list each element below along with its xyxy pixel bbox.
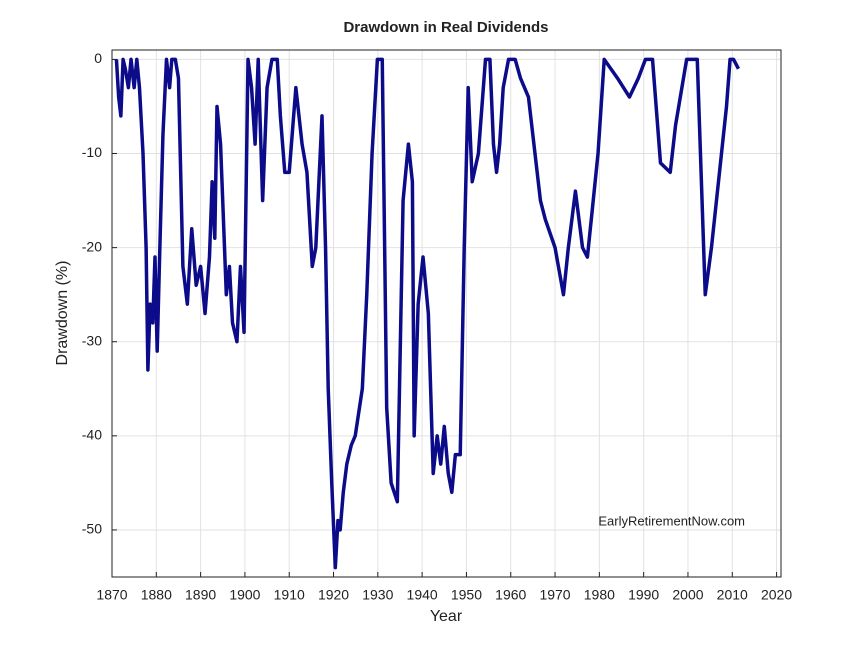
x-tick-label: 1870	[96, 587, 127, 603]
plot-frame	[111, 49, 782, 578]
y-tick-label: -40	[82, 427, 102, 443]
x-tick-label: 2000	[672, 587, 703, 603]
x-tick-label: 1900	[229, 587, 260, 603]
x-tick-label: 1910	[274, 587, 305, 603]
x-tick-label: 2020	[761, 587, 792, 603]
plot-area	[112, 50, 781, 577]
x-tick-label: 1980	[584, 587, 615, 603]
annotation: EarlyRetirementNow.com	[598, 513, 745, 528]
x-tick-label: 1930	[362, 587, 393, 603]
x-tick-label: 1960	[495, 587, 526, 603]
y-tick-label: 0	[94, 50, 102, 66]
y-tick-label: -50	[82, 521, 102, 537]
y-tick-label: -10	[82, 144, 102, 160]
x-tick-label: 1940	[407, 587, 438, 603]
y-axis-label: Drawdown (%)	[54, 261, 71, 366]
x-tick-label: 1890	[185, 587, 216, 603]
x-tick-label: 1880	[141, 587, 172, 603]
data-line	[114, 57, 741, 570]
chart-title: Drawdown in Real Dividends	[343, 19, 548, 36]
y-tick-label: -30	[82, 332, 102, 348]
y-tick-label: -20	[82, 238, 102, 254]
x-axis-label: Year	[430, 608, 463, 625]
x-tick-label: 1970	[539, 587, 570, 603]
x-tick-label: 1990	[628, 587, 659, 603]
x-tick-label: 2010	[717, 587, 748, 603]
x-tick-label: 1950	[451, 587, 482, 603]
x-tick-label: 1920	[318, 587, 349, 603]
